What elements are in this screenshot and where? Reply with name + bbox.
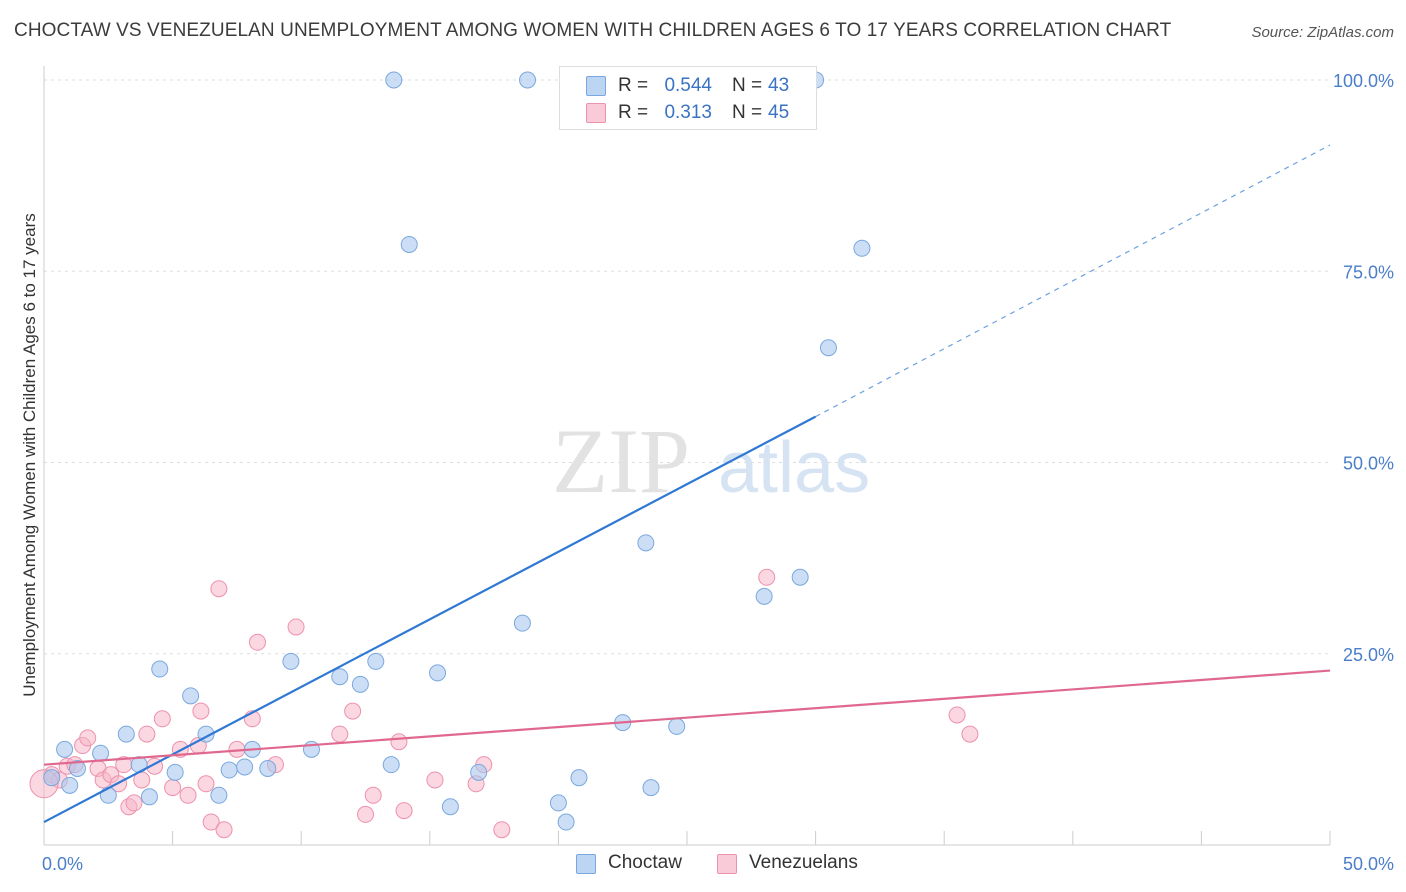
venezuelans-point [357, 805, 374, 823]
choctaw-point [92, 744, 110, 762]
venezuelans-point [197, 775, 215, 793]
n-label: N = [732, 75, 763, 96]
choctaw-legend-label: Choctaw [608, 852, 682, 873]
venezuelans-legend-swatch [717, 854, 737, 874]
venezuelans-point [125, 794, 143, 812]
chart-title: CHOCTAW VS VENEZUELAN UNEMPLOYMENT AMONG… [14, 20, 1172, 41]
venezuelans-point [215, 821, 233, 839]
r-value: 0.544 [664, 75, 712, 96]
r-label: R = [618, 102, 649, 123]
choctaw-point [570, 769, 588, 787]
choctaw-points [43, 71, 871, 831]
r-value: 0.313 [664, 102, 712, 123]
choctaw-point [441, 798, 459, 816]
axes [43, 66, 1331, 846]
choctaw-point [259, 760, 277, 777]
venezuelans-point [138, 725, 156, 743]
venezuelans-point [390, 733, 408, 751]
choctaw-point [668, 717, 686, 735]
choctaw-point [151, 660, 169, 678]
venezuelans-point [192, 702, 210, 720]
choctaw-point [220, 761, 238, 779]
choctaw-point [637, 534, 655, 552]
grid-lines [44, 79, 1330, 655]
venezuelans-point [79, 729, 97, 747]
venezuelans-point [287, 618, 305, 636]
tick-labels: 25.0% 50.0% 75.0% 100.0% 0.0% 50.0% [42, 71, 1394, 874]
venezuelans-trend-line [43, 669, 1331, 766]
choctaw-point [166, 763, 184, 781]
choctaw-point [429, 664, 447, 682]
choctaw-point [557, 813, 575, 831]
choctaw-point [400, 235, 418, 253]
venezuelans-point [202, 813, 220, 831]
venezuelans-point [948, 706, 966, 724]
y-tick-label: 100.0% [1333, 71, 1394, 91]
choctaw-trend-line [43, 415, 817, 824]
trend-lines [43, 144, 1331, 824]
choctaw-point [853, 239, 871, 257]
x-tick-label: 0.0% [42, 854, 83, 874]
choctaw-point [331, 668, 349, 686]
venezuelans-swatch [586, 103, 606, 123]
source-label: Source: ZipAtlas.com [1251, 24, 1394, 41]
y-tick-label: 50.0% [1343, 454, 1394, 474]
choctaw-point [99, 786, 117, 804]
watermark-atlas: atlas [718, 428, 870, 508]
venezuelans-point [344, 702, 362, 720]
venezuelans-point [961, 725, 979, 743]
venezuelans-point [426, 771, 444, 789]
x-tick-label: 50.0% [1343, 854, 1394, 874]
choctaw-point [117, 725, 135, 743]
n-label: N = [732, 102, 763, 123]
n-value: 43 [768, 75, 790, 96]
choctaw-point [513, 614, 531, 632]
venezuelans-point [153, 710, 171, 728]
venezuelans-point [210, 580, 228, 598]
choctaw-point [61, 776, 79, 794]
choctaw-point [351, 675, 369, 693]
n-value: 45 [768, 102, 790, 123]
venezuelans-point [331, 725, 349, 743]
watermark-zip: ZIP [552, 410, 690, 512]
choctaw-point [519, 71, 537, 89]
choctaw-legend-swatch [576, 854, 596, 874]
choctaw-point [755, 587, 773, 605]
venezuelans-point [493, 821, 511, 839]
venezuelans-point [395, 802, 413, 820]
choctaw-point [382, 756, 400, 774]
choctaw-point [642, 779, 660, 797]
choctaw-point [819, 339, 837, 357]
watermark: ZIP atlas [552, 410, 870, 512]
venezuelans-point [164, 779, 182, 797]
choctaw-point [470, 763, 488, 781]
choctaw-point [182, 687, 200, 705]
choctaw-point [282, 652, 300, 670]
venezuelans-point [364, 786, 382, 804]
choctaw-point [385, 71, 403, 89]
choctaw-point [56, 740, 74, 758]
venezuelans-point [179, 786, 197, 804]
y-axis-label: Unemployment Among Women with Children A… [20, 213, 39, 697]
choctaw-point [367, 652, 385, 670]
choctaw-point [791, 568, 809, 586]
choctaw-point [236, 758, 254, 776]
choctaw-point [140, 788, 158, 806]
choctaw-point [549, 794, 567, 812]
choctaw-point [210, 786, 228, 804]
choctaw-trend-extension [815, 144, 1331, 418]
stats-legend: R = 0.544 N = 43 R = 0.313 N = 45 [559, 66, 817, 130]
y-tick-label: 75.0% [1343, 262, 1394, 282]
choctaw-point [43, 769, 61, 787]
y-tick-label: 25.0% [1343, 645, 1394, 665]
venezuelans-point [758, 568, 776, 586]
choctaw-swatch [586, 76, 606, 96]
venezuelans-point [248, 633, 266, 651]
r-label: R = [618, 75, 649, 96]
venezuelans-legend-label: Venezuelans [749, 852, 858, 873]
venezuelans-points [29, 568, 979, 839]
choctaw-point [68, 760, 86, 777]
